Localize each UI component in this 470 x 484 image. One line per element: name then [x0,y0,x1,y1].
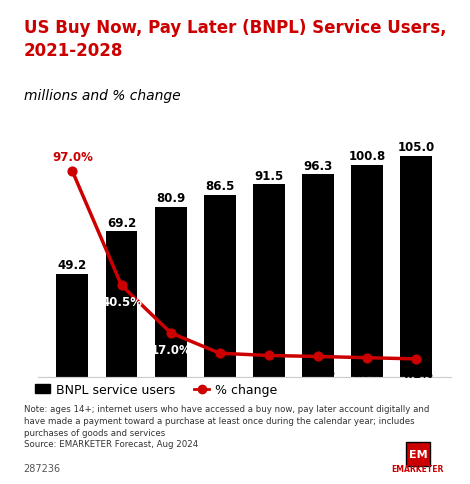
Text: 69.2: 69.2 [107,216,136,229]
Point [265,352,273,360]
Bar [106,232,138,378]
Point [167,329,174,337]
Text: 97.0%: 97.0% [52,151,93,164]
Point [118,282,125,289]
Text: EM: EM [408,449,427,459]
Legend: BNPL service users, % change: BNPL service users, % change [30,378,282,401]
Text: 105.0: 105.0 [398,141,435,154]
Point [363,354,371,362]
Text: millions and % change: millions and % change [24,89,180,103]
Text: 96.3: 96.3 [304,159,333,172]
Text: 49.2: 49.2 [58,258,87,272]
Text: 5.3%: 5.3% [302,365,335,378]
Text: 17.0%: 17.0% [150,343,191,356]
Bar [155,207,187,378]
Text: US Buy Now, Pay Later (BNPL) Service Users,
2021-2028: US Buy Now, Pay Later (BNPL) Service Use… [24,19,446,60]
Text: 100.8: 100.8 [349,150,386,163]
FancyBboxPatch shape [406,442,430,466]
Text: 6.9%: 6.9% [204,362,236,375]
Text: 91.5: 91.5 [254,169,283,182]
Text: 5.8%: 5.8% [252,364,285,377]
Point [413,355,420,363]
Text: Note: ages 14+; internet users who have accessed a buy now, pay later account di: Note: ages 14+; internet users who have … [24,404,429,449]
Bar [253,185,285,378]
Text: 287236: 287236 [24,463,61,472]
Text: 4.1%: 4.1% [400,367,433,380]
Point [69,168,76,176]
Bar [351,166,383,378]
Point [314,353,322,361]
Text: 80.9: 80.9 [156,192,185,205]
Text: 40.5%: 40.5% [101,296,142,309]
Bar [302,175,334,378]
Point [216,349,224,357]
Text: EMARKETER: EMARKETER [392,464,444,473]
Bar [400,156,432,378]
Bar [204,196,236,378]
Text: 4.7%: 4.7% [351,366,384,379]
Text: 86.5: 86.5 [205,180,235,193]
Bar [56,274,88,378]
